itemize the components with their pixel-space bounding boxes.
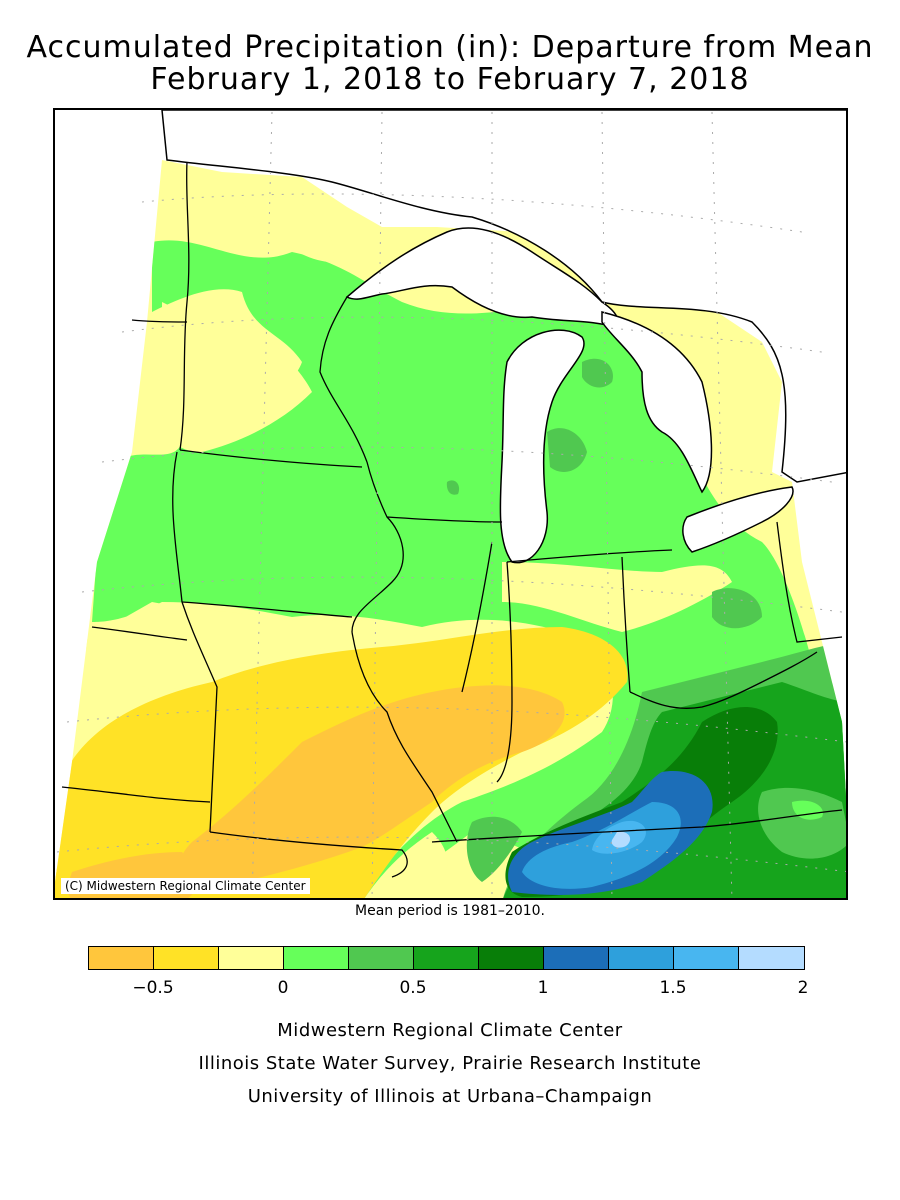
canada-land bbox=[161, 110, 846, 483]
legend-tick-label: 0.5 bbox=[399, 978, 427, 998]
legend-swatch bbox=[219, 947, 284, 969]
legend-swatch bbox=[349, 947, 414, 969]
legend-swatch bbox=[479, 947, 544, 969]
state-borders bbox=[61, 161, 843, 878]
legend-tick-label: 2 bbox=[797, 978, 809, 998]
map-title-line1: Accumulated Precipitation (in): Departur… bbox=[26, 30, 874, 65]
lake-huron bbox=[601, 311, 713, 494]
legend-color-bar bbox=[88, 946, 805, 970]
credit-line-3: University of Illinois at Urbana–Champai… bbox=[247, 1086, 653, 1107]
map-title-line2: February 1, 2018 to February 7, 2018 bbox=[150, 62, 750, 97]
legend-tick-label: 0 bbox=[277, 978, 289, 998]
legend-swatch bbox=[284, 947, 349, 969]
great-lakes bbox=[161, 110, 846, 564]
legend-swatch bbox=[414, 947, 479, 969]
legend-swatch bbox=[89, 947, 154, 969]
lake-michigan bbox=[499, 329, 585, 564]
lake-erie bbox=[682, 486, 794, 553]
legend-swatch bbox=[609, 947, 674, 969]
legend-tick-label: 1.5 bbox=[659, 978, 687, 998]
legend-swatch bbox=[674, 947, 739, 969]
legend-swatch bbox=[739, 947, 804, 969]
mean-period-note: Mean period is 1981–2010. bbox=[355, 903, 545, 919]
precipitation-departure-map: (C) Midwestern Regional Climate Center bbox=[53, 108, 848, 900]
legend-swatch bbox=[154, 947, 219, 969]
legend-swatch bbox=[544, 947, 609, 969]
credit-line-1: Midwestern Regional Climate Center bbox=[277, 1020, 623, 1041]
graticule bbox=[56, 111, 846, 898]
color-legend bbox=[88, 946, 810, 970]
map-copyright: (C) Midwestern Regional Climate Center bbox=[61, 878, 310, 894]
credit-line-2: Illinois State Water Survey, Prairie Res… bbox=[198, 1053, 702, 1074]
legend-tick-label: 1 bbox=[537, 978, 549, 998]
legend-tick-label: −0.5 bbox=[132, 978, 174, 998]
map-canvas bbox=[55, 110, 846, 898]
